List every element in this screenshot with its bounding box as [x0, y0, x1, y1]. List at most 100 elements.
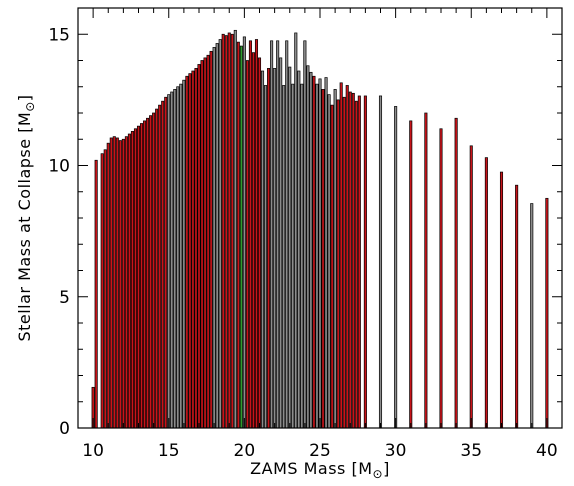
bar-16.8	[194, 68, 198, 429]
bar-27.6	[357, 95, 361, 429]
x-tick-label: 40	[536, 441, 558, 461]
bars-group	[91, 29, 549, 429]
bar-17	[197, 64, 201, 429]
bar-19.6	[236, 41, 240, 429]
bar-25.8	[330, 104, 334, 429]
bar-12.6	[130, 131, 134, 429]
bar-17.8	[209, 50, 213, 429]
y-tick-label: 10	[48, 157, 70, 177]
y-tick-label: 5	[59, 288, 70, 308]
bar-11.4	[112, 136, 116, 429]
bar-17.2	[200, 60, 204, 429]
bar-26	[333, 89, 337, 429]
bar-22.4	[279, 57, 283, 429]
bar-21.6	[267, 68, 271, 429]
x-axis-label-suffix: ]	[383, 459, 390, 478]
bar-24.4	[309, 71, 313, 429]
y-axis-label: Stellar Mass at Collapse [M⊙]	[15, 94, 37, 341]
bar-20.6	[251, 52, 255, 429]
x-tick-label: 10	[82, 441, 104, 461]
bar-28	[363, 95, 367, 429]
x-tick-labels: 10 15 20 25 30 35 40	[82, 441, 557, 461]
bar-36	[484, 157, 488, 429]
bar-20.8	[254, 39, 259, 429]
bar-24	[303, 40, 307, 429]
bar-19.2	[230, 33, 234, 429]
bar-12.4	[127, 133, 131, 429]
x-axis-label-text: ZAMS Mass [M	[250, 459, 372, 478]
bar-13	[136, 125, 141, 429]
bar-29	[378, 95, 383, 429]
y-tick-label: 15	[48, 25, 70, 45]
x-tick-label: 35	[460, 441, 482, 461]
tick-marks	[77, 7, 563, 429]
bar-15	[167, 94, 171, 429]
bar-31	[409, 120, 413, 429]
bar-23.8	[300, 83, 304, 429]
bar-10.8	[103, 149, 107, 429]
sun-symbol-icon: ⊙	[373, 467, 384, 481]
bar-27.2	[351, 92, 355, 429]
bar-23	[288, 66, 292, 429]
bar-12	[121, 138, 125, 429]
bar-35	[469, 145, 473, 429]
y-axis-label-suffix: ]	[15, 94, 34, 101]
y-tick-labels: 0 5 10 15	[48, 25, 70, 439]
x-tick-label: 20	[234, 441, 256, 461]
bar-22.2	[276, 40, 280, 429]
sun-symbol-icon: ⊙	[23, 101, 37, 112]
bar-26.2	[336, 99, 340, 429]
bar-26.8	[345, 85, 349, 429]
bar-19.4	[233, 29, 237, 429]
bar-20	[242, 36, 246, 429]
bar-14.6	[161, 100, 165, 429]
bar-18.4	[218, 39, 222, 429]
bar-33	[439, 128, 443, 429]
bar-16.6	[191, 70, 195, 429]
bar-24.2	[306, 65, 310, 429]
bar-13.8	[149, 115, 153, 429]
bar-19	[227, 32, 231, 429]
bar-24.8	[315, 83, 319, 429]
bar-25	[318, 78, 322, 429]
bar-10.2	[94, 159, 98, 429]
x-tick-label: 30	[385, 441, 407, 461]
x-tick-label: 25	[309, 441, 331, 461]
bar-20.4	[248, 40, 252, 429]
bar-18.2	[215, 43, 219, 429]
x-axis-label: ZAMS Mass [M⊙]	[250, 459, 390, 481]
bar-12.8	[133, 128, 138, 429]
bar-25.2	[321, 89, 325, 429]
bar-34	[454, 117, 458, 429]
bar-11	[106, 142, 110, 429]
bar-23.4	[294, 32, 298, 429]
bar-23.6	[297, 70, 301, 429]
bar-21	[257, 57, 262, 429]
bar-27.4	[354, 100, 358, 429]
bar-19.8	[239, 45, 243, 429]
bar-21.4	[264, 85, 268, 429]
x-tick-label: 15	[158, 441, 180, 461]
bar-15.4	[173, 89, 177, 429]
bar-16	[182, 79, 186, 429]
bar-23.2	[291, 83, 295, 429]
bar-13.4	[143, 120, 147, 429]
bar-24.6	[312, 75, 316, 429]
bar-16.4	[188, 73, 192, 429]
bar-14.8	[164, 96, 168, 429]
bar-22.6	[282, 85, 286, 429]
bar-20.2	[245, 60, 249, 429]
bar-22.8	[285, 40, 289, 429]
bar-32	[424, 112, 428, 429]
bar-13.6	[146, 117, 150, 429]
bar-11.2	[109, 137, 113, 429]
bar-17.4	[203, 57, 207, 429]
bar-30	[394, 106, 398, 429]
y-axis-label-text: Stellar Mass at Collapse [M	[15, 112, 34, 342]
bar-14.2	[155, 108, 159, 429]
bar-10.6	[100, 153, 104, 429]
y-tick-label: 0	[59, 419, 70, 439]
bar-26.4	[339, 82, 343, 429]
bar-22	[273, 68, 277, 429]
